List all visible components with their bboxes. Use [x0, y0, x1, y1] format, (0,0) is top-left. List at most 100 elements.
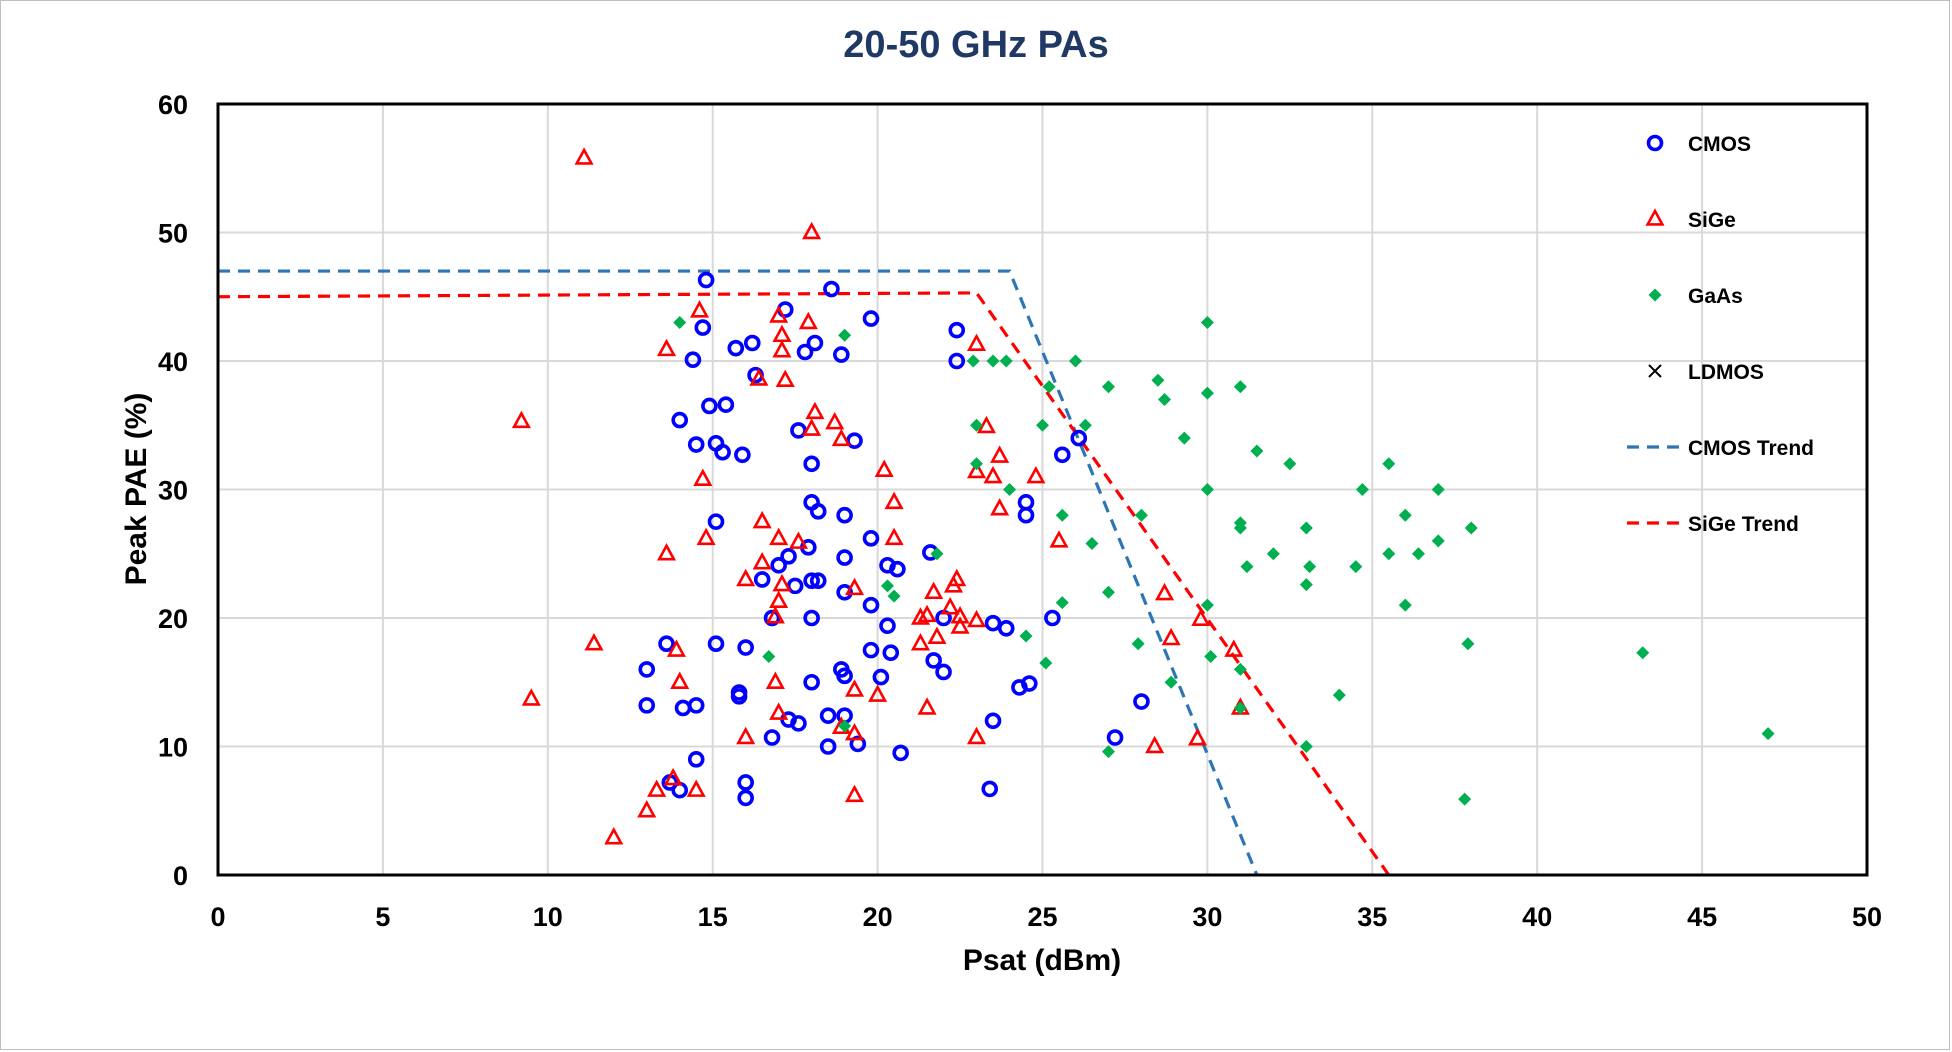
cmos-point [734, 446, 751, 464]
sige-point [844, 577, 865, 596]
y-tick-label: 0 [173, 861, 188, 891]
cmos-point [697, 271, 715, 289]
cmos-point [1053, 446, 1071, 464]
sige-point [1187, 728, 1208, 746]
gaas-point [1398, 598, 1412, 612]
gaas-point [1164, 675, 1178, 689]
sige-point [966, 460, 987, 479]
cmos-point [737, 639, 754, 656]
gaas-point [1461, 637, 1475, 651]
gaas-point [1250, 444, 1264, 458]
cmos-point [770, 557, 787, 574]
sige-point [511, 410, 531, 429]
gaas-point [1042, 380, 1056, 394]
sige-point [1049, 530, 1069, 548]
legend-item-sige: SiGe [1645, 208, 1736, 232]
cmos-point [882, 644, 900, 661]
trend-lines [217, 269, 1391, 876]
grid-lines [218, 104, 1867, 875]
gaas-point [1085, 536, 1099, 550]
cmos-point [819, 707, 837, 724]
cmos-point [862, 310, 880, 327]
legend-swatch [1648, 364, 1662, 378]
sige-point [772, 324, 792, 343]
sige-point [736, 726, 756, 745]
sige-point [788, 531, 809, 549]
gaas-point [1431, 483, 1445, 496]
sige-point [1154, 582, 1175, 601]
cmos-point [836, 583, 853, 601]
sige-point [917, 697, 937, 715]
gaas-point [970, 457, 984, 471]
sige-point [1161, 627, 1181, 646]
cmos-point [1017, 494, 1035, 511]
legend: CMOS SiGe GaAs LDMOS CMOS Trend SiGe Trend [1627, 133, 1814, 536]
legend-swatch [1645, 208, 1665, 226]
sige-point [884, 491, 904, 510]
gaas-point [1200, 598, 1214, 612]
cmos-point [862, 596, 880, 614]
gaas-point [673, 315, 687, 329]
sige-point [769, 527, 789, 546]
legend-label: CMOS Trend [1688, 437, 1814, 460]
sige-point [844, 784, 865, 803]
gaas-point [1200, 386, 1214, 400]
x-tick-label: 20 [863, 902, 893, 932]
y-tick-label: 50 [158, 219, 188, 249]
cmos-point [984, 614, 1002, 632]
sige-point [868, 684, 888, 702]
legend-swatch [1646, 134, 1664, 152]
gaas-point [1003, 483, 1017, 496]
data-markers [511, 147, 1775, 845]
gaas-point [1636, 646, 1650, 660]
sige-point [927, 626, 947, 645]
cmos-point [981, 780, 999, 798]
cmos-point [935, 663, 952, 681]
gaas-point [838, 719, 852, 733]
legend-label: CMOS [1688, 133, 1751, 156]
gaas-point [1299, 740, 1313, 753]
sige-point [1191, 608, 1211, 627]
x-tick-label: 10 [533, 902, 563, 932]
x-tick-label: 5 [375, 902, 390, 932]
gaas-point [1200, 315, 1214, 329]
sige-point [772, 340, 792, 358]
cmos-trend-line [218, 269, 1259, 876]
cmos-point [1017, 506, 1035, 524]
x-tick-label: 50 [1852, 902, 1882, 932]
gaas-point [1158, 393, 1172, 407]
legend-label: SiGe [1688, 209, 1736, 232]
sige-point [775, 369, 795, 388]
y-tick-label: 10 [158, 733, 188, 763]
gaas-point [887, 589, 901, 603]
cmos-point [753, 571, 771, 588]
y-axis-ticks: 0 10 20 30 40 50 60 [158, 90, 188, 891]
x-tick-label: 35 [1357, 902, 1387, 932]
gaas-point [1299, 521, 1313, 535]
legend-label: SiGe Trend [1688, 513, 1799, 536]
gaas-point [1398, 508, 1412, 522]
gaas-point [1131, 637, 1145, 651]
cmos-point [889, 560, 906, 578]
chart-title: 20-50 GHz PAs [843, 24, 1108, 66]
gaas-point [1151, 373, 1165, 387]
gaas-point [1266, 547, 1280, 561]
sige-point [736, 568, 756, 587]
cmos-point [803, 455, 820, 473]
gaas-point [1055, 596, 1069, 610]
cmos-point [717, 396, 735, 413]
gaas-point [1382, 547, 1396, 561]
legend-item-ldmos: LDMOS [1648, 361, 1764, 384]
sige-point [1026, 465, 1046, 484]
sige-point [663, 767, 683, 786]
cmos-point [836, 549, 853, 566]
cmos-point [727, 339, 745, 357]
cmos-point [763, 729, 781, 746]
cmos-point [1021, 675, 1038, 692]
gaas-point [930, 547, 944, 561]
sige-point [825, 411, 845, 430]
cmos-point [684, 351, 702, 369]
cmos-point [796, 343, 814, 361]
y-axis-label: Peak PAE (%) [120, 393, 153, 586]
